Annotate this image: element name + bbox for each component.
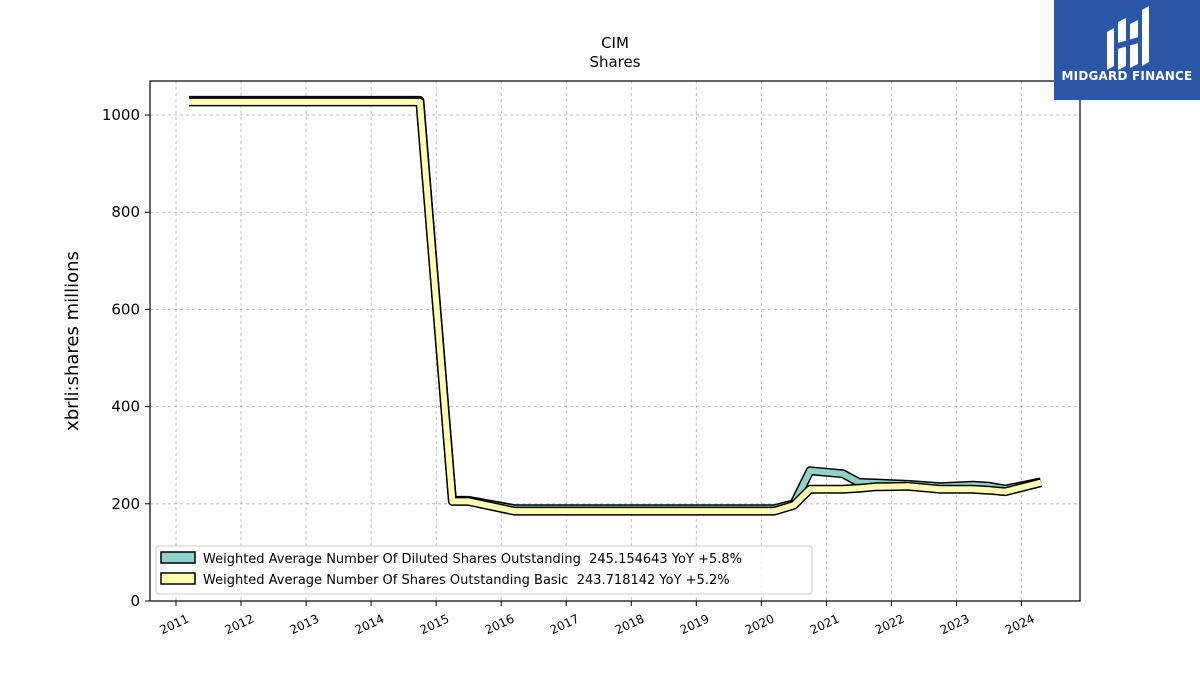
x-tick-label: 2012 xyxy=(223,612,257,638)
y-tick-label: 0 xyxy=(130,592,140,610)
y-tick-label: 200 xyxy=(111,495,140,513)
plot-frame xyxy=(149,80,1081,602)
x-tick-label: 2022 xyxy=(873,612,907,638)
series-outline xyxy=(189,95,1042,514)
x-tick-label: 2019 xyxy=(678,612,712,638)
series-outline xyxy=(189,97,1043,516)
series-line xyxy=(189,97,1042,512)
y-tick-label: 600 xyxy=(111,300,140,318)
series-layer xyxy=(189,95,1043,516)
x-tick-label: 2024 xyxy=(1003,612,1037,638)
x-tick-label: 2020 xyxy=(743,612,777,638)
x-tick-label: 2021 xyxy=(808,612,842,638)
legend: Weighted Average Number Of Diluted Share… xyxy=(155,545,813,595)
grid-lines xyxy=(150,81,1080,602)
y-tick-label: 400 xyxy=(111,398,140,416)
x-tick-label: 2015 xyxy=(418,612,452,638)
series-basic xyxy=(189,97,1043,516)
x-tick-label: 2023 xyxy=(938,612,972,638)
brand-logo: MIDGARD FINANCE xyxy=(1054,0,1200,100)
chart-title: CIM xyxy=(601,34,629,52)
legend-box xyxy=(155,545,813,595)
x-tick-label: 2017 xyxy=(548,612,582,638)
y-tick-label: 800 xyxy=(111,203,140,221)
legend-swatch-basic xyxy=(160,572,196,585)
series-diluted xyxy=(189,95,1042,514)
logo-mark-icon xyxy=(1107,6,1149,70)
legend-label-diluted: Weighted Average Number Of Diluted Share… xyxy=(203,552,742,567)
chart-subtitle: Shares xyxy=(589,53,640,71)
x-tick-label: 2014 xyxy=(353,612,387,638)
series-line xyxy=(189,98,1042,515)
legend-swatch-diluted xyxy=(160,551,196,564)
logo-text: MIDGARD FINANCE xyxy=(1061,69,1193,83)
x-tick-label: 2016 xyxy=(483,612,517,638)
x-tick-label: 2013 xyxy=(288,612,322,638)
y-axis-label: xbrli:shares millions xyxy=(62,251,83,431)
x-tick-label: 2018 xyxy=(613,612,647,638)
x-tick-label: 2011 xyxy=(158,612,192,638)
legend-label-basic: Weighted Average Number Of Shares Outsta… xyxy=(203,573,730,588)
y-tick-label: 1000 xyxy=(102,106,140,124)
